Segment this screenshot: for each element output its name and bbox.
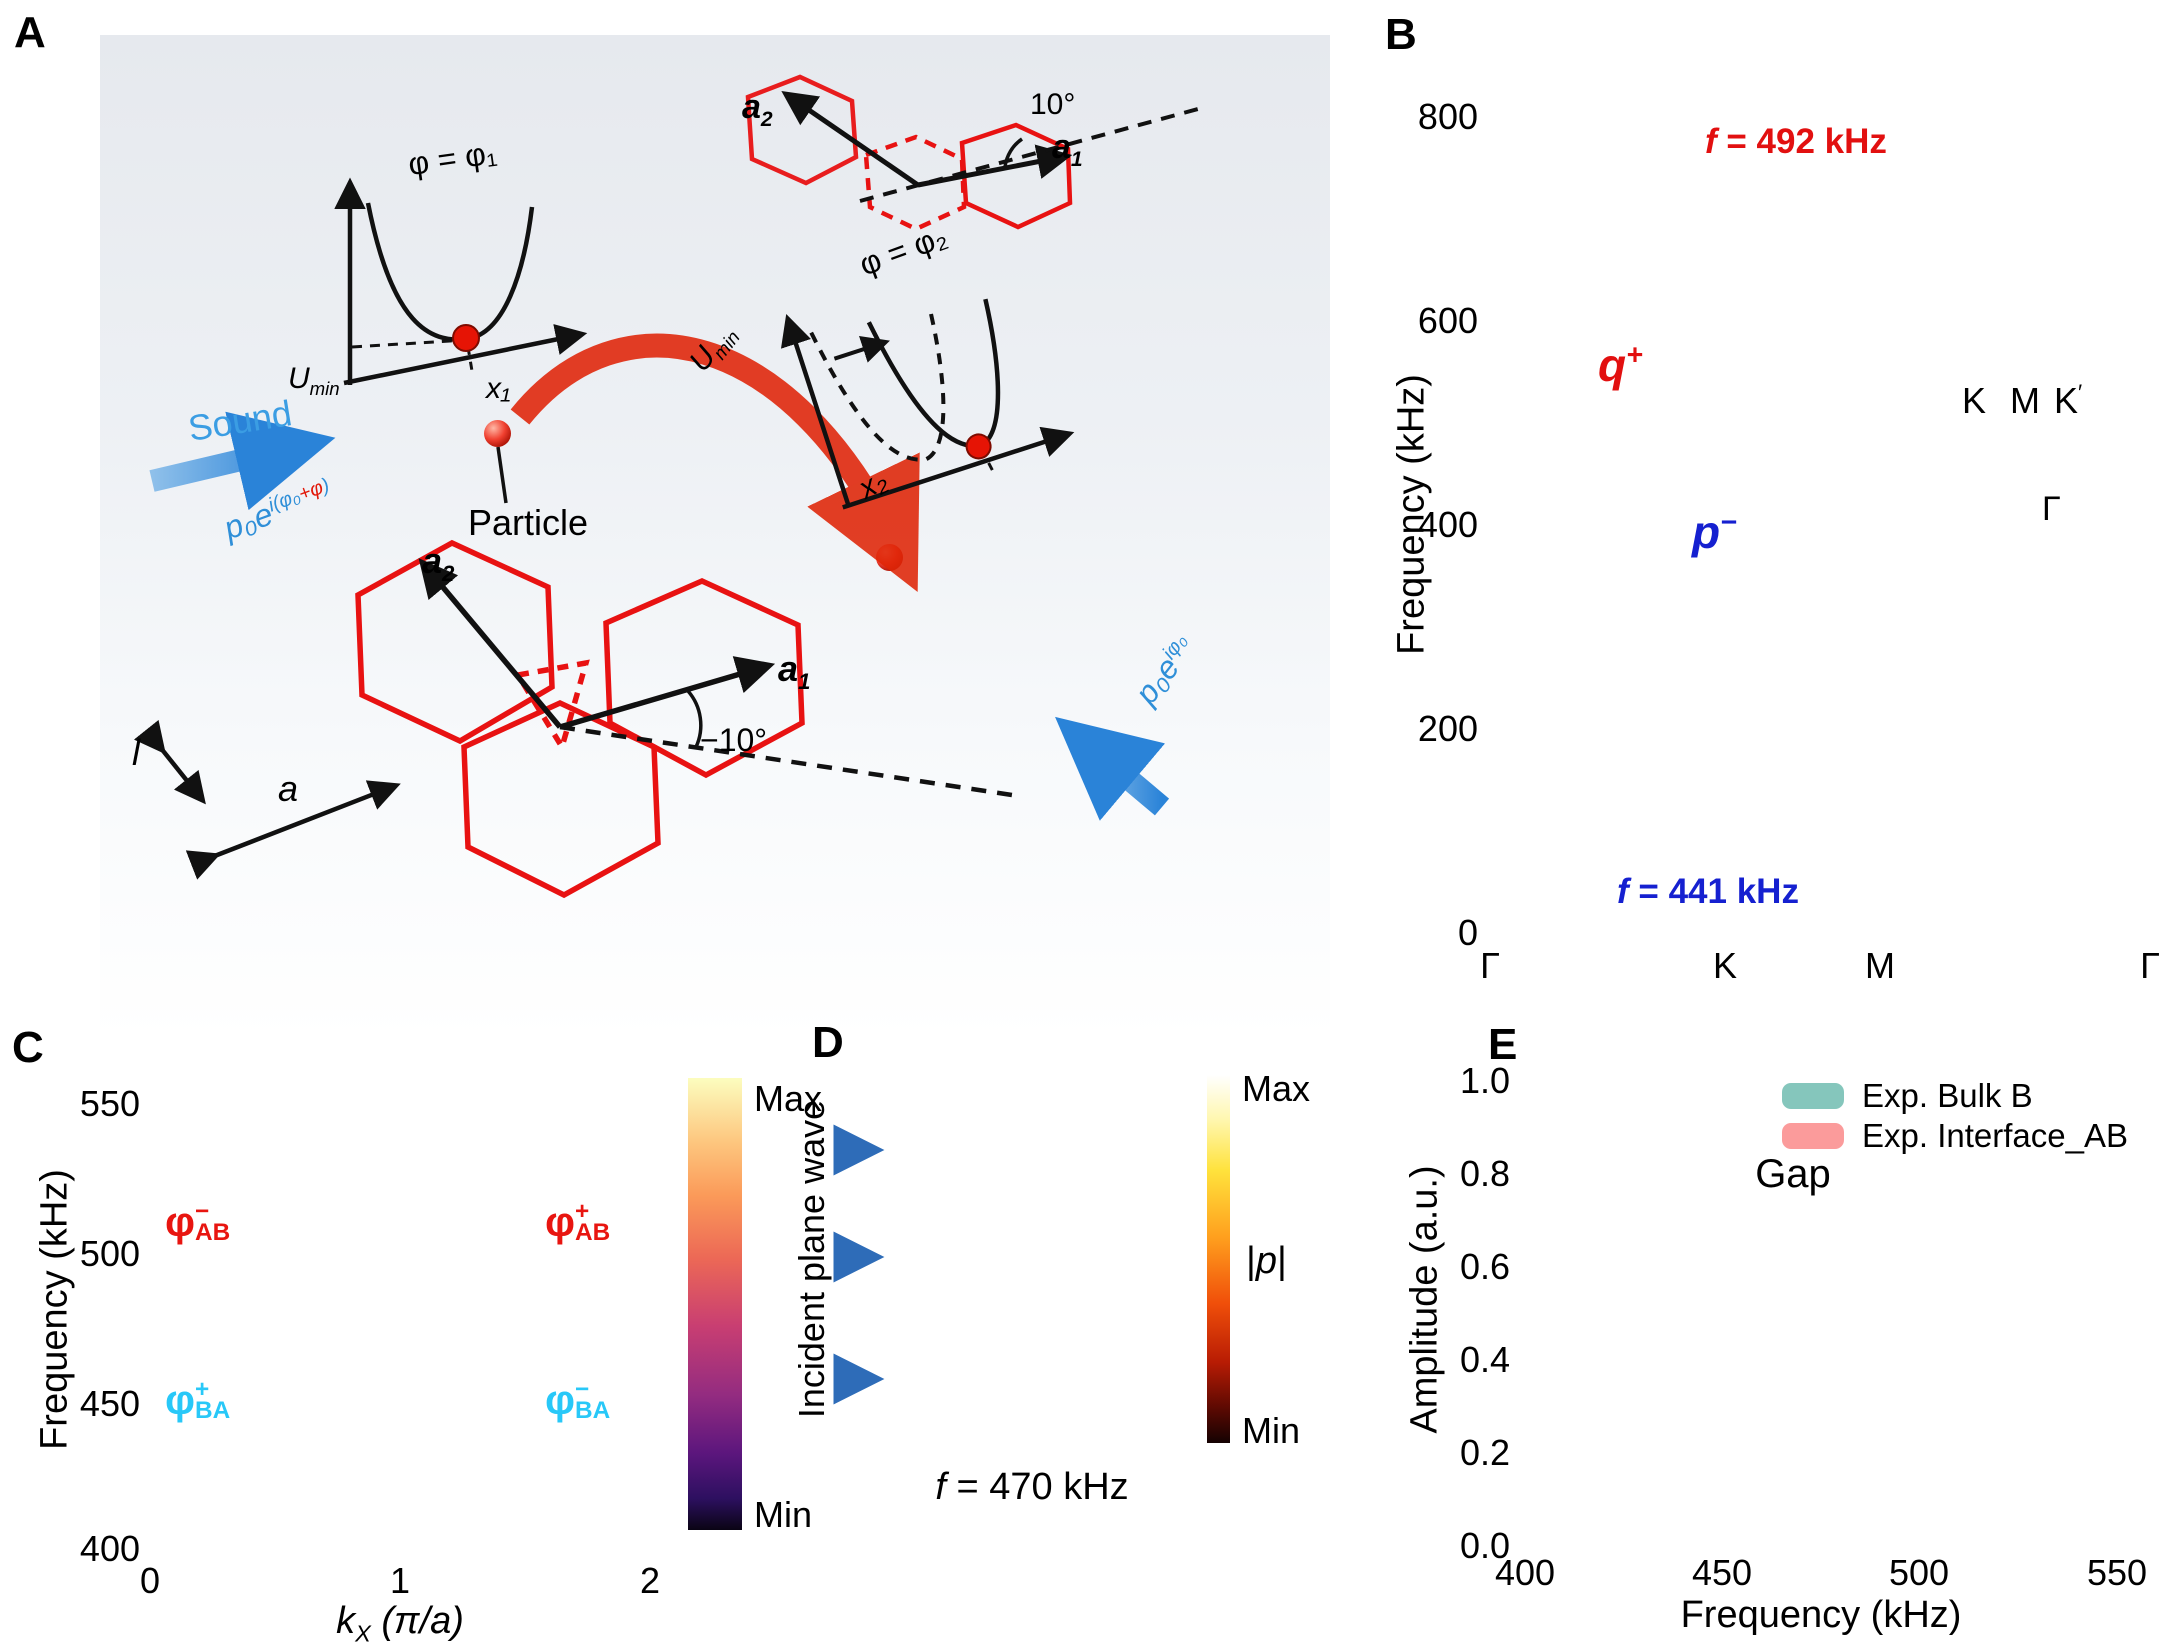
reference-dashed-line-top bbox=[859, 107, 1199, 203]
panel-e-ytick-04: 0.4 bbox=[1459, 1339, 1510, 1380]
dim-a-label: a bbox=[278, 768, 299, 809]
panel-c-heatmap bbox=[150, 1065, 650, 1550]
panel-c-ytick-550: 550 bbox=[79, 1083, 140, 1124]
panel-c-phi-ab-minus-label: φ − AB bbox=[165, 1198, 231, 1246]
panel-b-xtick-m: M bbox=[1865, 945, 1895, 986]
a1-label-center: a1 bbox=[778, 648, 811, 695]
panel-e-ylabel: Amplitude (a.u.) bbox=[1403, 1165, 1446, 1434]
panel-c-phi-ba-minus-label: φ − BA bbox=[545, 1376, 611, 1424]
hexagon-cells-center bbox=[355, 539, 805, 899]
dim-l-label: l bbox=[132, 732, 140, 773]
panel-b-ytick-400: 400 bbox=[1417, 504, 1478, 545]
particle-hop-arrow-icon bbox=[510, 333, 920, 592]
panel-b-ytick-800: 800 bbox=[1417, 96, 1478, 137]
panel-b-q-plus-label: q+ bbox=[1598, 339, 1643, 391]
panel-c-colorbar-max: Max bbox=[754, 1078, 823, 1119]
inset1-x1-label: x₁ bbox=[486, 372, 511, 405]
panel-b-f441-annotation: f = 441 kHz bbox=[1617, 872, 1799, 911]
panel-e-ytick-08: 0.8 bbox=[1459, 1153, 1510, 1194]
panel-a-letter: A bbox=[14, 8, 46, 57]
panel-c-xtick-1: 1 bbox=[389, 1560, 411, 1601]
panel-d-caption: f = 470 kHz bbox=[935, 1466, 1129, 1508]
panel-c-xtick-2: 2 bbox=[639, 1560, 661, 1601]
angle-arc-top bbox=[1003, 137, 1024, 168]
particle-pointer-line bbox=[496, 446, 508, 504]
legend-swatch-interface-ab bbox=[1782, 1123, 1844, 1149]
panel-b-xtick-gamma1: Γ bbox=[1480, 945, 1500, 986]
panel-d-colorbar-min: Min bbox=[1242, 1410, 1301, 1451]
panel-e-ytick-10: 1.0 bbox=[1459, 1060, 1510, 1101]
potential-inset-1 bbox=[334, 177, 588, 386]
panel-b-bz-k-label: K bbox=[1962, 380, 1987, 421]
legend-label-interface-ab: Exp. Interface_AB bbox=[1862, 1117, 2128, 1154]
panel-b-bz-kprime-label: K′ bbox=[2054, 380, 2083, 421]
a2-arrow-center bbox=[418, 558, 563, 729]
a2-arrow-top bbox=[781, 91, 920, 188]
dim-a-arrow bbox=[185, 780, 401, 880]
panel-c-ytick-450: 450 bbox=[79, 1383, 140, 1424]
panel-e-xtick-400: 400 bbox=[1494, 1552, 1556, 1593]
panel-c-ytick-500: 500 bbox=[79, 1233, 140, 1274]
panel-c-ylabel: Frequency (kHz) bbox=[33, 1169, 76, 1450]
panel-c-colorbar-min: Min bbox=[754, 1494, 813, 1535]
panel-e-ytick-02: 0.2 bbox=[1459, 1432, 1510, 1473]
panel-e-xtick-550: 550 bbox=[2086, 1552, 2148, 1593]
panel-b-xtick-gamma2: Γ bbox=[2140, 945, 2160, 986]
particle-label: Particle bbox=[468, 502, 589, 543]
panel-c-xtick-0: 0 bbox=[139, 1560, 161, 1601]
angle-neg10-label: −10° bbox=[700, 722, 768, 758]
panel-c-phi-ab-plus-label: φ + AB bbox=[545, 1198, 611, 1246]
panel-d-letter: D bbox=[812, 1018, 844, 1067]
panel-b-bz-m-label: M bbox=[2010, 380, 2040, 421]
panel-e-ytick-06: 0.6 bbox=[1459, 1246, 1510, 1287]
panel-a-annotations bbox=[133, 74, 1199, 899]
panel-b-ytick-0: 0 bbox=[1457, 912, 1478, 953]
legend-swatch-bulk-b bbox=[1782, 1083, 1844, 1109]
panel-d-colorbar-quantity: |p| bbox=[1246, 1240, 1287, 1282]
a1-label-top: a1 bbox=[1052, 128, 1083, 171]
legend-row-bulk-b: Exp. Bulk B bbox=[1782, 1077, 2128, 1114]
panel-c-phi-ba-plus-label: φ + BA bbox=[165, 1376, 231, 1424]
panel-b-bz-gamma-label: Γ bbox=[2042, 490, 2061, 528]
a2-label-top: a2 bbox=[742, 88, 773, 131]
rotated-cell-top-right bbox=[745, 74, 1073, 232]
panel-b-p-minus-label: p− bbox=[1692, 506, 1737, 558]
panel-b-letter: B bbox=[1385, 10, 1417, 59]
dim-l-arrow bbox=[133, 719, 206, 805]
outgoing-wave-arrow-icon bbox=[1055, 716, 1170, 821]
panel-c-letter: C bbox=[12, 1023, 44, 1072]
panel-b-ytick-600: 600 bbox=[1417, 300, 1478, 341]
inset1-umin-label: Umin bbox=[288, 362, 340, 399]
panel-c-interface-states-label: Interface states bbox=[154, 1283, 287, 1359]
panel-b-ytick-200: 200 bbox=[1417, 708, 1478, 749]
panel-e-xtick-500: 500 bbox=[1888, 1552, 1950, 1593]
panel-d-incident-arrows bbox=[828, 1124, 885, 1405]
a1-arrow-center bbox=[559, 656, 776, 730]
panel-e-letter: E bbox=[1488, 1020, 1518, 1069]
panel-e-xtick-450: 450 bbox=[1691, 1552, 1753, 1593]
potential-inset-2 bbox=[780, 298, 1075, 510]
panel-c-colorbar bbox=[688, 1078, 742, 1530]
panel-b-f492-annotation: f = 492 kHz bbox=[1705, 122, 1887, 161]
panel-d-field-map bbox=[872, 1065, 1192, 1448]
panel-d-region-b-label: B bbox=[1002, 1357, 1048, 1403]
legend-label-bulk-b: Exp. Bulk B bbox=[1862, 1077, 2033, 1114]
panel-d-region-a-label: A bbox=[1002, 1124, 1048, 1170]
panel-e-legend: Exp. Bulk B Exp. Interface_AB bbox=[1782, 1077, 2128, 1158]
sound-arrow-icon bbox=[149, 411, 336, 511]
angle-10-label: 10° bbox=[1030, 88, 1076, 121]
particle-sphere-left bbox=[484, 420, 511, 447]
panel-b-xtick-k: K bbox=[1712, 945, 1737, 986]
panel-c-xlabel: kX (π/a) bbox=[336, 1600, 464, 1647]
a2-label-center: a2 bbox=[422, 540, 455, 587]
legend-row-interface-ab: Exp. Interface_AB bbox=[1782, 1117, 2128, 1154]
angle-arc-center bbox=[686, 689, 703, 748]
panel-d-colorbar bbox=[1207, 1075, 1230, 1443]
panel-e-xlabel: Frequency (kHz) bbox=[1680, 1594, 1962, 1636]
panel-d-colorbar-max: Max bbox=[1242, 1068, 1311, 1109]
panel-e-gap-label: Gap bbox=[1755, 1152, 1831, 1196]
panel-c-ytick-400: 400 bbox=[79, 1528, 140, 1569]
panel-e-ytick-00: 0.0 bbox=[1459, 1525, 1510, 1566]
